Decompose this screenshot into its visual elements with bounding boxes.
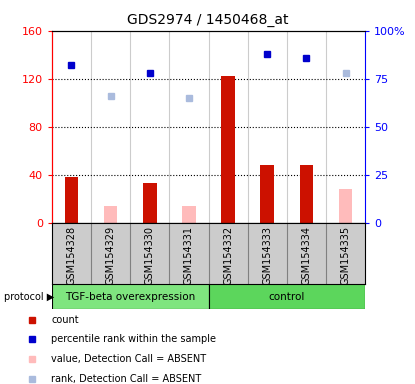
- Bar: [261, 165, 274, 223]
- Text: value, Detection Call = ABSENT: value, Detection Call = ABSENT: [51, 354, 206, 364]
- Text: GSM154335: GSM154335: [341, 226, 351, 285]
- FancyBboxPatch shape: [52, 284, 209, 309]
- Bar: [339, 189, 352, 223]
- Text: GSM154328: GSM154328: [66, 226, 76, 285]
- Bar: [182, 206, 196, 223]
- Text: GSM154331: GSM154331: [184, 226, 194, 285]
- Text: GSM154333: GSM154333: [262, 226, 272, 285]
- Text: GSM154332: GSM154332: [223, 226, 233, 285]
- Text: protocol ▶: protocol ▶: [4, 291, 54, 302]
- Text: count: count: [51, 315, 79, 325]
- Text: GSM154334: GSM154334: [301, 226, 311, 285]
- Text: GSM154330: GSM154330: [145, 226, 155, 285]
- Text: control: control: [269, 291, 305, 302]
- Bar: [65, 177, 78, 223]
- Bar: [300, 165, 313, 223]
- Bar: [143, 183, 156, 223]
- Text: TGF-beta overexpression: TGF-beta overexpression: [65, 291, 195, 302]
- Text: GDS2974 / 1450468_at: GDS2974 / 1450468_at: [127, 13, 288, 27]
- Text: GSM154329: GSM154329: [106, 226, 116, 285]
- Text: percentile rank within the sample: percentile rank within the sample: [51, 334, 216, 344]
- Bar: [104, 206, 117, 223]
- FancyBboxPatch shape: [209, 284, 365, 309]
- Bar: [221, 76, 235, 223]
- Text: rank, Detection Call = ABSENT: rank, Detection Call = ABSENT: [51, 374, 202, 384]
